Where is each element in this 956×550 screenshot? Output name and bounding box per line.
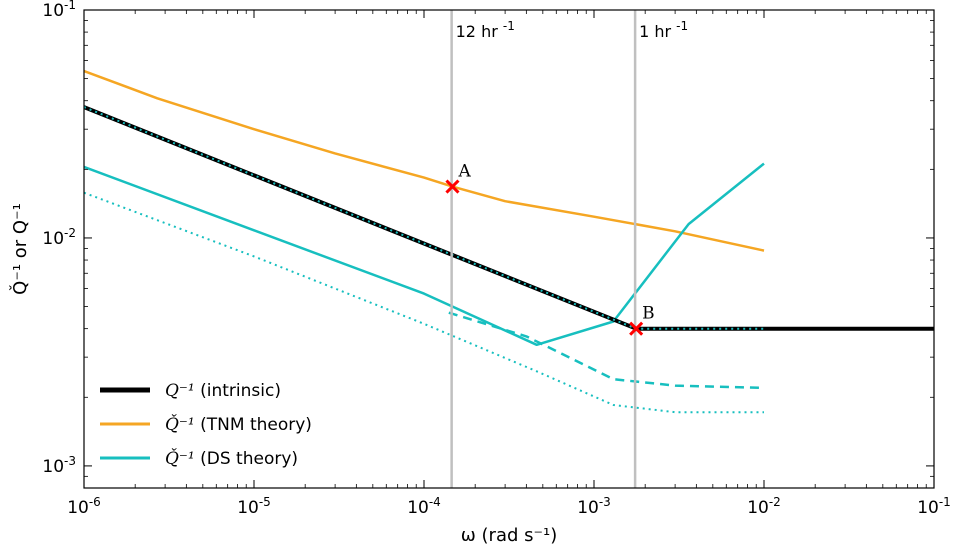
vline-label-1: 1 hr -1	[639, 19, 688, 41]
series-ds_solid	[84, 162, 765, 347]
legend-label-intrinsic: Q⁻¹ (intrinsic)	[165, 381, 281, 401]
y-axis-label: Q̌⁻¹ or Q⁻¹	[10, 203, 31, 295]
plot-background	[84, 10, 934, 488]
legend: Q⁻¹ (intrinsic) Q̌⁻¹ (TNM theory) Q̌⁻¹ (DS…	[100, 381, 312, 469]
y-tick-label-1: 10-2	[42, 226, 76, 249]
series-ds_dotted	[84, 191, 764, 414]
point-marker-B	[629, 321, 644, 336]
x-tick-label-2: 10-4	[407, 495, 441, 518]
point-marker-A	[445, 179, 460, 194]
y-tick-label-2: 10-1	[42, 0, 76, 21]
x-axis-label: ω (rad s⁻¹)	[461, 525, 558, 546]
plot-area	[84, 10, 934, 488]
marked-points: AB	[445, 162, 655, 336]
axes-frame-rect	[83, 9, 935, 489]
x-tick-label-5: 10-1	[917, 495, 951, 518]
x-tick-label-1: 10-5	[237, 495, 271, 518]
x-tick-label-4: 10-2	[747, 495, 781, 518]
x-tick-label-3: 10-3	[577, 495, 611, 518]
vertical-reference-lines: 12 hr -1 1 hr -1	[450, 10, 688, 488]
axes-frame	[83, 9, 935, 489]
legend-label-tnm: Q̌⁻¹ (TNM theory)	[165, 415, 312, 435]
vline-label-0: 12 hr -1	[456, 19, 515, 41]
point-label-B: B	[642, 304, 655, 324]
axis-labels: ω (rad s⁻¹) Q̌⁻¹ or Q⁻¹	[10, 203, 558, 546]
x-tick-label-0: 10-6	[67, 495, 101, 518]
point-label-A: A	[457, 162, 471, 182]
legend-label-ds_solid: Q̌⁻¹ (DS theory)	[165, 449, 298, 469]
y-tick-label-0: 10-3	[42, 454, 76, 477]
ticks: 10-6 10-5 10-4 10-3 10-2 10-1 10-3 10-2 10-1	[42, 0, 950, 518]
